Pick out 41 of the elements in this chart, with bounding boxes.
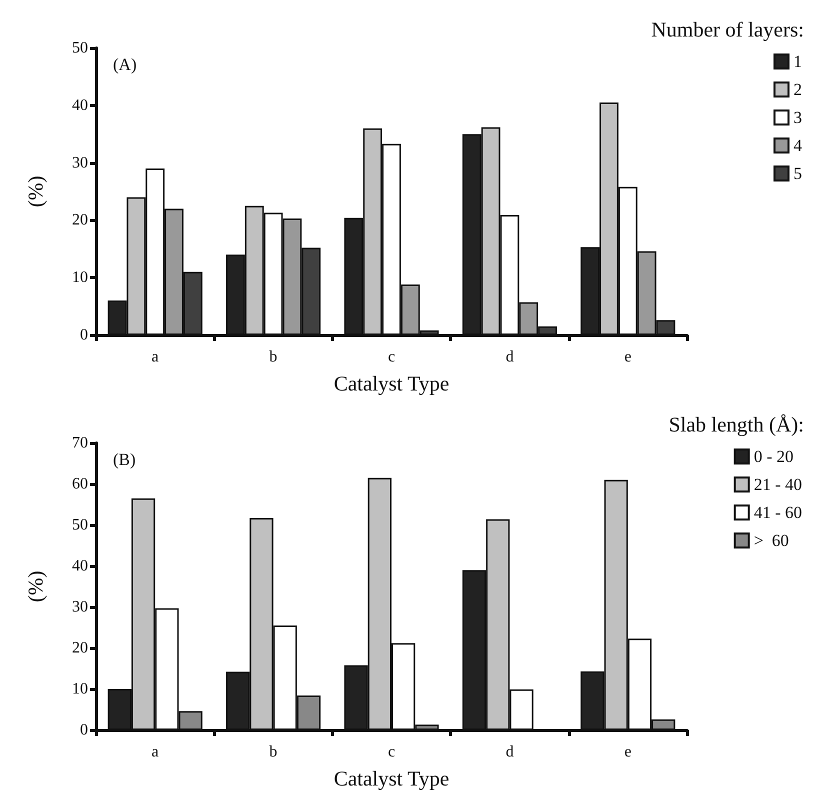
- y-tick-label: 30: [72, 598, 88, 616]
- x-tick-label: c: [388, 348, 396, 366]
- y-tick-label: 70: [72, 434, 88, 452]
- x-axis-title: Catalyst Type: [334, 372, 450, 396]
- x-tick-label: d: [506, 744, 514, 760]
- x-tick-label: b: [269, 744, 278, 760]
- y-tick-label: 50: [72, 516, 88, 534]
- x-tick-label: e: [624, 744, 632, 760]
- legend-label: 4: [794, 136, 802, 155]
- legend-title: Slab length (Å):: [668, 412, 804, 436]
- legend-label: 41 - 60: [754, 503, 802, 522]
- annotation: (A): [113, 55, 137, 74]
- y-tick-label: 20: [72, 212, 88, 229]
- x-tick-label: c: [388, 744, 396, 760]
- x-tick-label: b: [269, 348, 278, 366]
- y-tick-label: 60: [72, 476, 88, 492]
- y-axis-title: (%): [24, 570, 48, 602]
- legend-label: 2: [794, 80, 802, 99]
- y-tick-label: 10: [72, 680, 88, 698]
- y-tick-label: 10: [72, 269, 88, 286]
- legend-label: 21 - 40: [754, 475, 802, 494]
- y-tick-label: 40: [72, 558, 88, 574]
- legend-label: 0 - 20: [754, 447, 794, 466]
- y-axis-title: (%): [24, 176, 48, 208]
- y-tick-label: 20: [72, 640, 88, 656]
- legend-label: 5: [794, 164, 802, 183]
- x-axis-title: Catalyst Type: [334, 766, 450, 790]
- y-tick-label: 0: [80, 722, 88, 738]
- y-tick-label: 40: [72, 96, 88, 114]
- legend-label: 1: [794, 52, 802, 71]
- x-tick-label: d: [506, 348, 514, 366]
- y-tick-label: 50: [72, 40, 88, 56]
- legend-title: Number of layers:: [651, 18, 804, 42]
- x-tick-label: a: [152, 348, 159, 366]
- y-tick-label: 0: [80, 326, 88, 344]
- legend-label: > 60: [754, 531, 789, 550]
- annotation: (B): [113, 450, 136, 469]
- x-tick-label: a: [152, 744, 159, 760]
- legend-label: 3: [794, 108, 802, 127]
- y-tick-label: 30: [72, 154, 88, 172]
- x-tick-label: e: [624, 348, 632, 366]
